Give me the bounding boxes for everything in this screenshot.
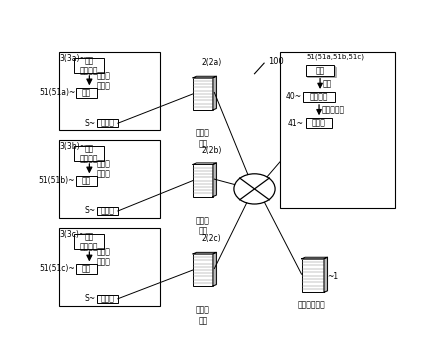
Text: 结果: 结果 bbox=[315, 66, 325, 75]
Text: 40~: 40~ bbox=[285, 93, 302, 101]
Polygon shape bbox=[302, 257, 327, 259]
Text: 3(3c)~: 3(3c)~ bbox=[59, 230, 86, 239]
Polygon shape bbox=[213, 163, 216, 197]
Text: 相关性
的运算: 相关性 的运算 bbox=[97, 247, 111, 266]
Polygon shape bbox=[324, 257, 327, 292]
Text: 传感器: 传感器 bbox=[100, 119, 114, 128]
Text: 相关性
的运算: 相关性 的运算 bbox=[97, 159, 111, 178]
FancyBboxPatch shape bbox=[280, 52, 395, 208]
Text: 相关性
的运算: 相关性 的运算 bbox=[97, 71, 111, 90]
Text: 3(3b)~: 3(3b)~ bbox=[59, 142, 86, 151]
Polygon shape bbox=[213, 252, 216, 286]
FancyBboxPatch shape bbox=[306, 118, 332, 128]
Text: 结果: 结果 bbox=[82, 89, 91, 97]
FancyBboxPatch shape bbox=[307, 66, 335, 77]
FancyBboxPatch shape bbox=[302, 259, 324, 292]
FancyBboxPatch shape bbox=[193, 254, 213, 286]
FancyBboxPatch shape bbox=[193, 78, 213, 110]
FancyBboxPatch shape bbox=[308, 67, 336, 77]
Text: 客户端
装置: 客户端 装置 bbox=[196, 129, 210, 148]
FancyBboxPatch shape bbox=[76, 88, 97, 98]
Text: 51(51c)~: 51(51c)~ bbox=[39, 265, 75, 273]
Text: 主成分: 主成分 bbox=[312, 119, 326, 128]
Text: ~1: ~1 bbox=[327, 273, 338, 281]
Text: S~: S~ bbox=[84, 294, 95, 303]
FancyBboxPatch shape bbox=[76, 176, 97, 185]
Text: 结果: 结果 bbox=[82, 265, 91, 273]
Text: 100: 100 bbox=[268, 57, 284, 66]
Text: S~: S~ bbox=[84, 207, 95, 216]
Text: 2(2b): 2(2b) bbox=[201, 146, 222, 155]
Text: 主成分分析: 主成分分析 bbox=[322, 106, 345, 115]
Text: 本地
学习数据: 本地 学习数据 bbox=[80, 232, 99, 252]
Text: 综合分析装置: 综合分析装置 bbox=[297, 301, 325, 310]
Text: 本地
学习数据: 本地 学习数据 bbox=[80, 144, 99, 163]
Text: 综合: 综合 bbox=[323, 79, 332, 88]
Text: 3(3a)~: 3(3a)~ bbox=[59, 54, 86, 62]
Text: 综合结果: 综合结果 bbox=[310, 93, 328, 101]
FancyBboxPatch shape bbox=[59, 140, 160, 218]
Text: 41~: 41~ bbox=[288, 119, 304, 128]
Text: 客户端
装置: 客户端 装置 bbox=[196, 305, 210, 325]
FancyBboxPatch shape bbox=[97, 207, 118, 215]
FancyBboxPatch shape bbox=[74, 58, 105, 73]
Text: 51(51b)~: 51(51b)~ bbox=[39, 176, 75, 185]
Text: S~: S~ bbox=[84, 119, 95, 128]
Text: 传感器: 传感器 bbox=[100, 294, 114, 303]
Text: 51(51a)~: 51(51a)~ bbox=[39, 89, 75, 97]
Text: 传感器: 传感器 bbox=[100, 207, 114, 216]
Text: 本地
学习数据: 本地 学习数据 bbox=[80, 56, 99, 76]
Text: 2(2a): 2(2a) bbox=[201, 58, 222, 67]
Text: 客户端
装置: 客户端 装置 bbox=[196, 216, 210, 236]
FancyBboxPatch shape bbox=[303, 92, 335, 102]
Polygon shape bbox=[193, 76, 216, 78]
Text: 2(2c): 2(2c) bbox=[201, 234, 221, 244]
FancyBboxPatch shape bbox=[74, 234, 105, 249]
FancyBboxPatch shape bbox=[97, 119, 118, 127]
Text: 结果: 结果 bbox=[82, 176, 91, 185]
Polygon shape bbox=[193, 163, 216, 164]
FancyBboxPatch shape bbox=[74, 146, 105, 161]
Polygon shape bbox=[193, 252, 216, 254]
Polygon shape bbox=[213, 76, 216, 110]
Text: 51(51a,51b,51c): 51(51a,51b,51c) bbox=[306, 54, 364, 60]
FancyBboxPatch shape bbox=[306, 65, 334, 76]
FancyBboxPatch shape bbox=[59, 228, 160, 306]
FancyBboxPatch shape bbox=[193, 164, 213, 197]
FancyBboxPatch shape bbox=[97, 294, 118, 303]
FancyBboxPatch shape bbox=[59, 52, 160, 130]
FancyBboxPatch shape bbox=[76, 264, 97, 274]
